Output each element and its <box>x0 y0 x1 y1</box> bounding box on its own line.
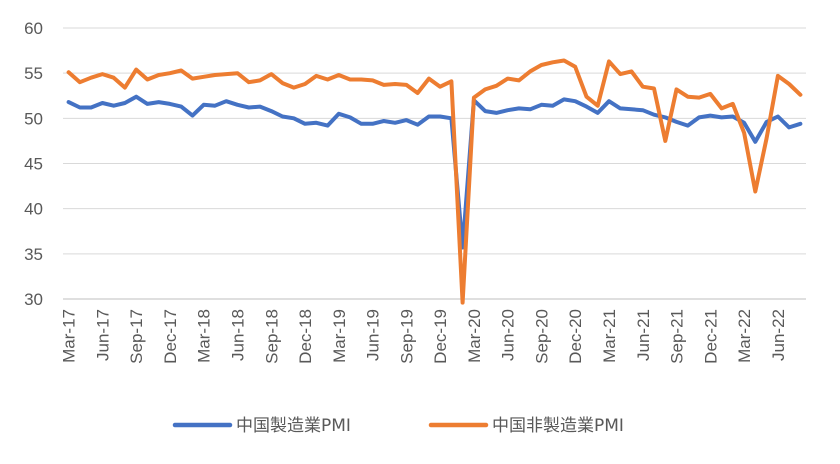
x-tick-label: Sep-21 <box>668 309 687 364</box>
x-tick-label: Sep-19 <box>397 309 416 364</box>
series-lines <box>69 61 801 303</box>
x-tick-label: Sep-17 <box>127 309 146 364</box>
x-tick-label: Mar-22 <box>735 309 754 363</box>
x-tick-label: Dec-19 <box>431 309 450 364</box>
x-tick-label: Jun-19 <box>364 309 383 361</box>
y-axis-tick-labels: 30 35 40 45 50 55 60 <box>24 19 43 309</box>
series-line-manufacturing <box>69 97 801 248</box>
x-tick-label: Jun-18 <box>228 309 247 361</box>
x-tick-label: Dec-17 <box>161 309 180 364</box>
x-tick-label: Jun-22 <box>769 309 788 361</box>
y-tick-label: 35 <box>24 245 43 264</box>
x-tick-label: Dec-20 <box>566 309 585 364</box>
x-tick-label: Jun-20 <box>499 309 518 361</box>
legend: 中国製造業PMI 中国非製造業PMI <box>175 416 624 436</box>
legend-item-non-manufacturing: 中国非製造業PMI <box>431 416 624 436</box>
y-tick-label: 40 <box>24 200 43 219</box>
x-tick-label: Mar-21 <box>600 309 619 363</box>
x-tick-label: Sep-20 <box>532 309 551 364</box>
x-tick-label: Mar-20 <box>465 309 484 363</box>
y-tick-label: 50 <box>24 109 43 128</box>
y-tick-label: 55 <box>24 64 43 83</box>
x-tick-label: Jun-21 <box>634 309 653 361</box>
gridlines <box>63 28 806 254</box>
x-tick-label: Sep-18 <box>262 309 281 364</box>
y-tick-label: 30 <box>24 290 43 309</box>
series-line-non-manufacturing <box>69 61 801 303</box>
x-tick-label: Mar-18 <box>195 309 214 363</box>
y-tick-label: 60 <box>24 19 43 38</box>
x-tick-label: Dec-21 <box>701 309 720 364</box>
x-axis-tick-labels: Mar-17 Jun-17 Sep-17 Dec-17 Mar-18 Jun-18 Sep-… <box>60 309 788 364</box>
x-tick-label: Mar-19 <box>330 309 349 363</box>
legend-label-manufacturing: 中国製造業PMI <box>236 416 351 436</box>
legend-item-manufacturing: 中国製造業PMI <box>175 416 351 436</box>
x-tick-label: Jun-17 <box>93 309 112 361</box>
x-tick-label: Mar-17 <box>60 309 79 363</box>
legend-label-non-manufacturing: 中国非製造業PMI <box>492 416 624 436</box>
x-tick-label: Dec-18 <box>296 309 315 364</box>
y-tick-label: 45 <box>24 155 43 174</box>
